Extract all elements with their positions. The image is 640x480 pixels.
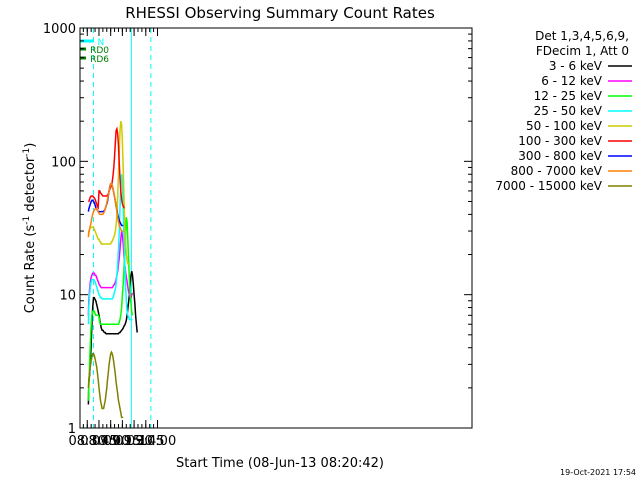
x-tick-label: 09:00: [92, 434, 129, 449]
chart-title: RHESSI Observing Summary Count Rates: [125, 4, 435, 22]
legend-entry-label: 100 - 300 keV: [518, 134, 602, 148]
y-axis-label-part: ): [23, 143, 38, 148]
timestamp: 19-Oct-2021 17:54: [560, 468, 636, 477]
y-tick-label: 100: [51, 155, 76, 170]
y-tick-label: 1: [68, 422, 76, 437]
legend-entry-label: 25 - 50 keV: [534, 104, 603, 118]
series-line: [87, 174, 133, 325]
y-axis-label-sup: -1: [22, 216, 32, 225]
y-axis-label-part: detector: [23, 156, 38, 216]
y-axis: 1 10 100 1000: [43, 22, 472, 437]
x-tick-label: 08:45: [80, 434, 117, 449]
x-tick-label: 08:30: [69, 434, 106, 449]
series-line: [88, 126, 125, 211]
legend-header: Det 1,3,4,5,6,9,: [535, 29, 629, 43]
legend-entry-label: 50 - 100 keV: [526, 119, 603, 133]
x-tick-label: 09:15: [104, 434, 141, 449]
legend-entry-label: 6 - 12 keV: [541, 74, 603, 88]
series-line: [87, 121, 131, 265]
legend-entry-label: 12 - 25 keV: [534, 89, 603, 103]
state-flag-label: RD6: [90, 55, 109, 65]
y-tick-label: 1000: [43, 22, 76, 37]
x-axis-label: Start Time (08-Jun-13 08:20:42): [176, 456, 384, 471]
state-flag-label: N: [98, 38, 105, 48]
series-line: [87, 182, 124, 238]
x-tick-label: 09:45: [127, 434, 164, 449]
y-tick-label: 10: [59, 289, 76, 304]
legend: Det 1,3,4,5,6,9,FDecim 1, Att 03 - 6 keV…: [495, 29, 632, 193]
legend-header: FDecim 1, Att 0: [536, 44, 629, 58]
series-line: [87, 271, 138, 405]
legend-entry-label: 3 - 6 keV: [549, 59, 603, 73]
y-axis-label-part: Count Rate (s: [23, 225, 38, 314]
plot-frame: [79, 27, 473, 429]
legend-entry-label: 300 - 800 keV: [518, 149, 602, 163]
state-flag-label: RD0: [90, 46, 109, 56]
x-tick-label: 10:00: [139, 434, 176, 449]
y-axis-label-sup: -1: [22, 148, 32, 157]
x-tick-label: 09:30: [115, 434, 152, 449]
y-axis-label: Count Rate (s-1 detector-1): [22, 143, 38, 314]
series-line: [87, 350, 124, 419]
legend-entry-label: 7000 - 15000 keV: [495, 179, 602, 193]
legend-entry-label: 800 - 7000 keV: [511, 164, 603, 178]
